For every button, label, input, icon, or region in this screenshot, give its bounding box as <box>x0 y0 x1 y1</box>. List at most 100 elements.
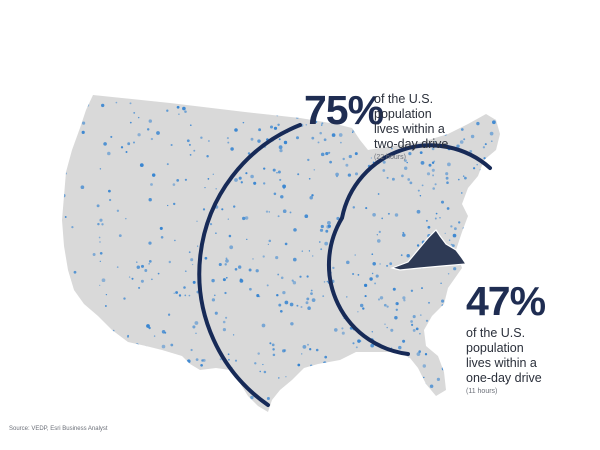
population-dot <box>199 381 201 384</box>
population-dot <box>227 353 230 356</box>
population-dot <box>421 287 423 290</box>
population-dot <box>108 189 111 193</box>
population-dot <box>129 102 132 105</box>
population-dot <box>369 277 373 281</box>
population-dot <box>173 202 176 206</box>
population-dot <box>483 157 486 160</box>
population-dot <box>187 359 191 363</box>
population-dot <box>137 133 141 137</box>
population-dot <box>310 289 313 292</box>
population-dot <box>213 397 215 399</box>
population-dot <box>109 336 114 340</box>
population-dot <box>267 243 270 246</box>
population-dot <box>196 220 198 222</box>
population-dot <box>232 102 234 104</box>
us-landmass <box>62 95 500 412</box>
population-dot <box>269 342 272 345</box>
population-dot <box>315 391 320 395</box>
population-dot <box>134 413 136 415</box>
population-dot <box>445 368 448 370</box>
population-dot <box>403 387 408 391</box>
population-dot <box>417 189 420 192</box>
population-dot <box>151 173 156 177</box>
population-dot <box>489 269 492 273</box>
population-dot <box>470 134 475 139</box>
source-credit: Source: VEDP, Esri Business Analyst <box>9 426 108 432</box>
population-dot <box>151 278 153 281</box>
population-dot <box>205 102 209 106</box>
population-dot <box>253 104 256 107</box>
population-dot <box>104 373 107 376</box>
population-dot <box>439 216 441 219</box>
population-dot <box>320 402 323 405</box>
population-dot <box>381 217 384 220</box>
population-dot <box>214 311 218 315</box>
population-dot <box>441 332 445 336</box>
population-dot <box>115 101 118 104</box>
population-dot <box>285 409 288 412</box>
population-dot <box>153 365 156 368</box>
population-dot <box>253 181 257 185</box>
population-dot <box>184 270 187 273</box>
population-dot <box>244 216 249 220</box>
population-dot <box>453 328 458 333</box>
population-dot <box>178 113 180 116</box>
population-dot <box>282 184 286 189</box>
population-dot <box>176 179 180 182</box>
population-dot <box>469 271 471 273</box>
population-dot <box>261 323 266 328</box>
population-dot <box>268 239 272 243</box>
population-dot <box>405 389 409 393</box>
population-dot <box>88 373 91 376</box>
population-dot <box>190 348 193 352</box>
population-dot <box>209 222 213 226</box>
population-dot <box>76 372 79 375</box>
population-dot <box>200 136 203 139</box>
population-dot <box>128 276 131 278</box>
population-dot <box>279 390 282 393</box>
population-dot <box>136 265 141 269</box>
population-dot <box>427 225 431 229</box>
population-dot <box>186 139 190 143</box>
population-dot <box>133 141 135 144</box>
population-dot <box>161 330 166 334</box>
population-dot <box>461 323 466 328</box>
population-dot <box>354 172 359 176</box>
population-dot <box>324 355 328 359</box>
population-dot <box>283 140 288 145</box>
population-dot <box>426 172 431 176</box>
population-dot <box>335 172 339 177</box>
population-dot <box>238 176 242 180</box>
population-dot <box>365 284 368 287</box>
population-dot <box>324 385 327 389</box>
population-dot <box>99 241 101 243</box>
population-dot <box>491 242 494 245</box>
population-dot <box>431 161 435 164</box>
population-dot <box>432 174 435 177</box>
population-dot <box>362 307 365 310</box>
population-dot <box>476 163 478 166</box>
population-dot <box>307 158 310 162</box>
population-dot <box>458 178 460 181</box>
population-dot <box>311 194 314 197</box>
population-dot <box>444 232 446 235</box>
population-dot <box>452 244 455 247</box>
population-dot <box>224 291 227 295</box>
population-dot <box>433 160 436 163</box>
population-dot <box>288 105 290 108</box>
population-dot <box>271 343 275 347</box>
population-dot <box>150 137 154 141</box>
population-dot <box>281 109 285 113</box>
population-dot <box>119 95 124 98</box>
population-dot <box>370 157 373 159</box>
population-dot <box>252 258 254 260</box>
population-dot <box>137 413 139 415</box>
population-dot <box>232 334 235 336</box>
population-dot <box>166 109 169 112</box>
population-dot <box>408 152 412 156</box>
population-dot <box>491 223 496 227</box>
population-dot <box>258 410 262 412</box>
population-dot <box>284 300 289 305</box>
population-dot <box>453 334 456 337</box>
population-dot <box>82 121 86 125</box>
